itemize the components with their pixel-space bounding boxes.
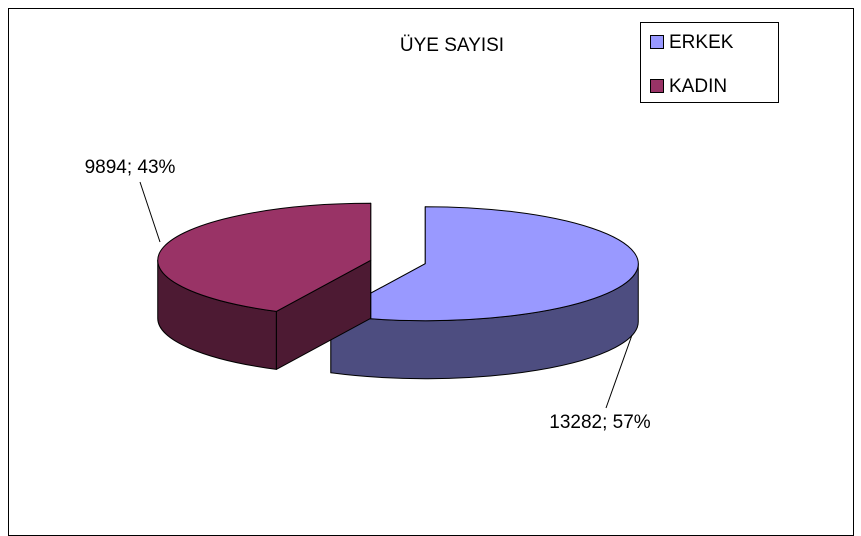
leader-line <box>139 181 161 243</box>
data-label: 13282; 57% <box>549 412 651 433</box>
legend-swatch <box>650 35 664 49</box>
leader-line <box>605 334 633 409</box>
legend-swatch <box>650 79 664 93</box>
legend-label: ERKEK <box>669 32 734 53</box>
chart-title: ÜYE SAYISI <box>400 35 504 56</box>
slice <box>157 202 372 312</box>
data-label: 9894; 43% <box>85 157 176 178</box>
legend-label: KADIN <box>669 76 727 97</box>
slice <box>330 206 639 322</box>
